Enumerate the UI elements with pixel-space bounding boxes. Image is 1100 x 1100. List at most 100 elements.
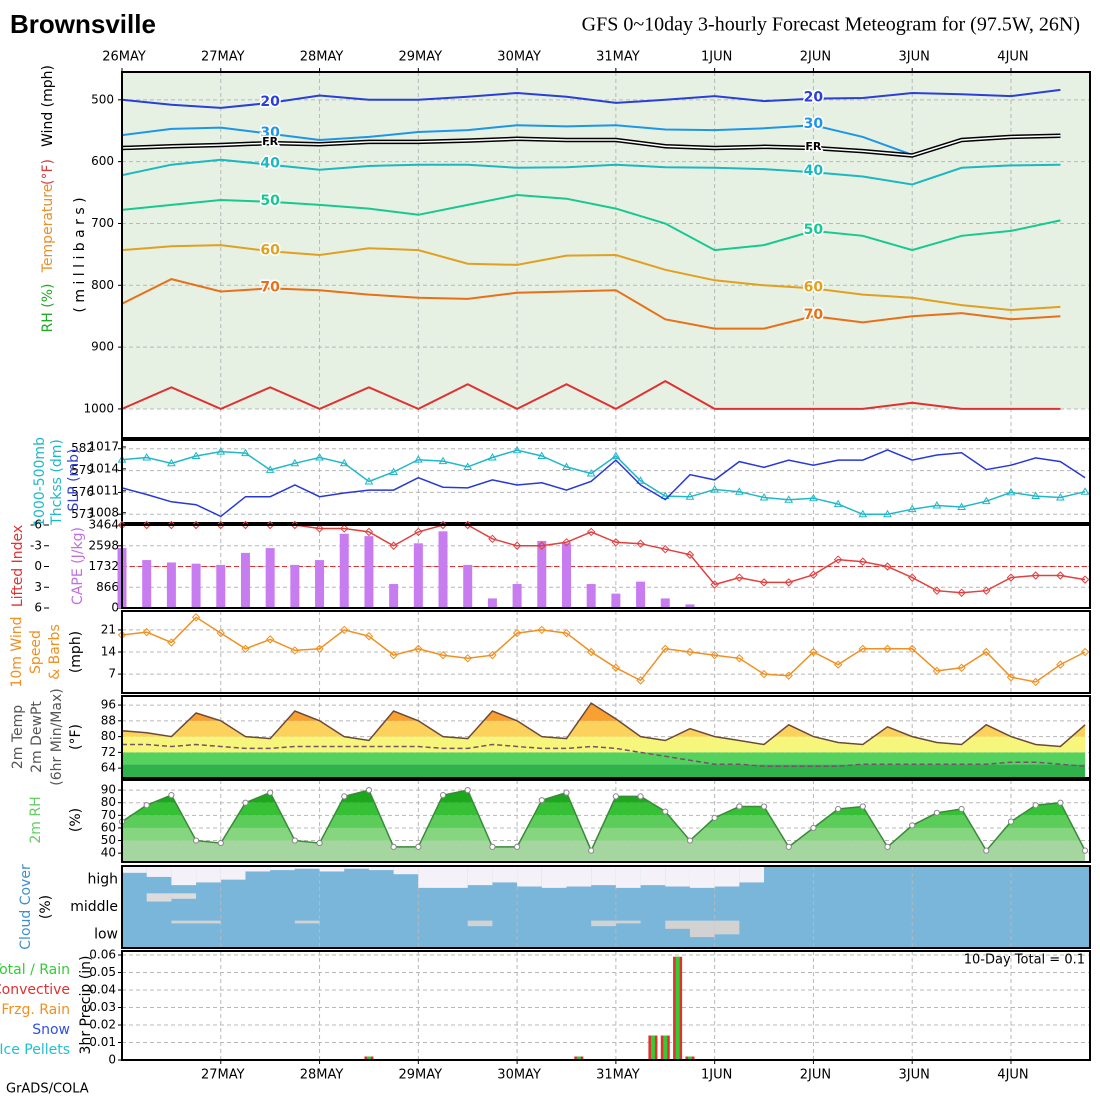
cloud-cover (591, 866, 616, 886)
point-marker (661, 545, 670, 554)
point-marker (612, 793, 619, 800)
point-marker (858, 557, 868, 566)
y-tick-label: 96 (101, 698, 116, 712)
axis-label: Wind (mph) (40, 65, 56, 147)
color-band (122, 802, 1086, 816)
thickness-marker (290, 458, 300, 467)
point-marker (1081, 847, 1089, 854)
thickness-marker (660, 491, 670, 500)
annotation: 10-Day Total = 0.1 (964, 953, 1085, 968)
thickness-marker (883, 509, 892, 518)
y-tick-label: 0.06 (89, 948, 116, 962)
point-marker (267, 789, 274, 796)
axis-label: & Barbs (47, 624, 63, 680)
y-tick-label: 1000 (83, 401, 114, 415)
x-tick-label: 27MAY (201, 50, 245, 65)
isotherm (121, 244, 1061, 312)
point-marker (142, 627, 151, 637)
point-marker (265, 520, 275, 530)
axis-label: 3hr Precip (in) (78, 956, 94, 1055)
point-marker (1032, 802, 1039, 809)
y2-tick-label: 0 (34, 559, 42, 573)
point-marker (1056, 660, 1065, 669)
point-marker (389, 650, 398, 660)
y2-tick-label: 1017 (88, 439, 119, 453)
y-tick-label: 3464 (88, 518, 119, 532)
x-tick-label: 4JUN (997, 1068, 1028, 1083)
bar (487, 598, 497, 608)
point-marker (290, 520, 300, 530)
cloud-cover (467, 920, 493, 927)
point-marker (414, 644, 423, 654)
point-marker (809, 647, 818, 657)
point-marker (340, 524, 349, 533)
cloud-cover (739, 866, 765, 883)
series-line (121, 789, 1086, 853)
x-tick-label: 2JUN (800, 50, 831, 65)
station-name: Brownsville (10, 9, 156, 39)
color-band (122, 780, 1090, 790)
thickness-marker (512, 445, 522, 454)
point-marker (685, 550, 695, 559)
point-marker (759, 669, 769, 679)
series-line (121, 449, 1086, 516)
point-marker (167, 638, 176, 647)
thickness-marker (241, 448, 250, 457)
point-marker (1080, 575, 1090, 584)
bar (389, 584, 399, 608)
axis-label: Speed (28, 630, 44, 674)
bar (685, 604, 695, 608)
y-tick-label: 0.05 (89, 965, 116, 979)
cloud-cover (467, 866, 493, 886)
point-marker (537, 625, 547, 635)
axis-label: ( m i l l i b a r s ) (72, 197, 88, 312)
legend-entry: Convective (0, 982, 70, 998)
legend-entry: Frzg. Rain (1, 1002, 70, 1018)
isotherm-label: 50 (260, 193, 280, 209)
panel-frame (121, 71, 1091, 439)
x-tick-label: 1JUN (701, 50, 732, 65)
point-marker (859, 803, 866, 810)
cloud-cover (492, 866, 518, 883)
x-tick-label: 29MAY (399, 50, 443, 65)
point-marker (439, 792, 447, 799)
y2-tick-label: -3 (30, 538, 42, 552)
point-marker (488, 534, 497, 544)
series-line (122, 743, 1086, 767)
point-marker (586, 647, 596, 657)
cloud-cover (270, 866, 295, 871)
y2-tick-label: -6 (30, 518, 42, 532)
axis-label: (°F) (40, 159, 56, 185)
point-marker (192, 837, 200, 844)
point-marker (884, 843, 891, 850)
isotherm-label: 70 (260, 279, 280, 295)
y-tick-label: 90 (101, 783, 116, 797)
thickness-marker (636, 476, 645, 484)
point-marker (340, 625, 349, 635)
point-marker (291, 837, 298, 844)
bar (463, 564, 473, 608)
point-marker (710, 650, 719, 660)
cloud-cover (344, 866, 369, 869)
point-marker (1031, 677, 1040, 687)
x-tick-label: 4JUN (997, 50, 1028, 65)
rh-shading (122, 72, 1090, 409)
y-tick-label: 582 (71, 441, 94, 455)
x-tick-label: 3JUN (899, 1068, 930, 1083)
cloud-cover (294, 920, 320, 924)
cloud-cover (714, 920, 740, 935)
y-tick-label: 2598 (88, 538, 119, 552)
isotherm (121, 193, 1061, 252)
bar (366, 1056, 371, 1060)
point-marker (907, 573, 917, 582)
y2-tick-label: 3 (34, 580, 42, 594)
thickness-marker (1055, 493, 1065, 501)
legend-entry: Snow (32, 1022, 70, 1038)
point-marker (636, 539, 645, 548)
cloud-cover (689, 920, 715, 938)
isotherm (121, 158, 1061, 186)
thickness-marker (981, 496, 991, 505)
isotherm-label: 30 (260, 125, 280, 141)
x-tick-label: 29MAY (399, 1068, 443, 1083)
isotherm-label: 40 (260, 156, 280, 172)
